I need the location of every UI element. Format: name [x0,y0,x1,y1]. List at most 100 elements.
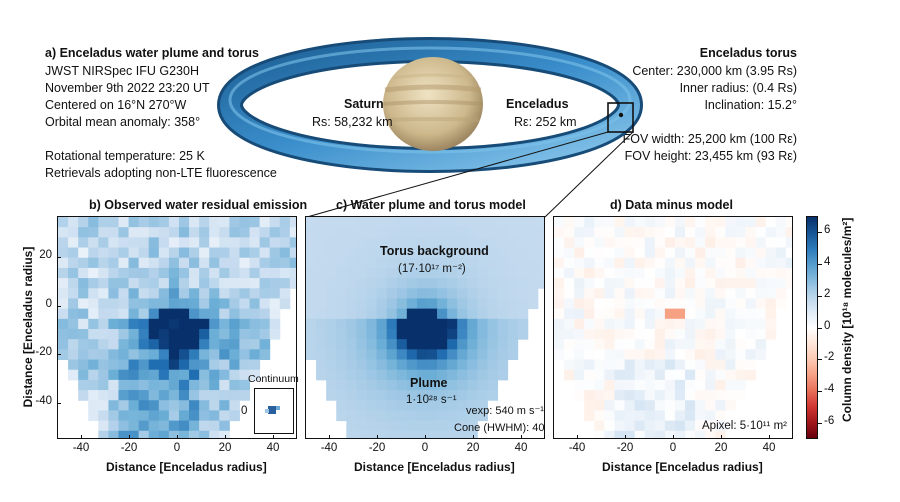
heatmap-cell [78,349,89,361]
heatmap-cell [604,420,615,432]
heatmap-cell [554,278,565,289]
heatmap-cell [527,247,539,259]
heatmap-cell [457,328,468,340]
enceladus-name: Enceladus [506,97,569,111]
heatmap-cell [289,257,296,269]
heatmap-cell [148,237,160,249]
heatmap-cell [604,379,615,391]
heatmap-cell [715,430,726,438]
heatmap-cell [386,308,398,320]
heatmap-cell [366,308,378,320]
heatmap-cell [269,267,281,279]
heatmap-cell [517,247,529,259]
saturn-radius: Rs: 58,232 km [312,115,393,129]
heatmap-cell [416,420,428,432]
heatmap-cell [158,318,170,330]
heatmap-cell [715,349,726,361]
heatmap-cell [527,298,539,310]
heatmap-cell [644,379,656,391]
heatmap-cell [705,369,716,381]
heatmap-cell [219,237,230,249]
heatmap-cell [416,227,428,238]
heatmap-cell [158,278,170,289]
heatmap-cell [634,278,646,289]
heatmap-cell [735,349,747,361]
heatmap-cell [269,278,281,289]
heatmap-cell [594,237,605,249]
heatmap-cell [376,359,388,371]
heatmap-cell [78,379,89,391]
heatmap-cell [604,318,615,330]
heatmap-cell [239,288,251,299]
heatmap-cell [584,217,595,228]
heatmap-cell [487,349,499,361]
heatmap-cell [715,278,726,289]
heatmap-cell [229,217,240,228]
heatmap-cell [366,400,378,411]
heatmap-cell [58,288,69,299]
heatmap-cell [725,267,736,279]
heatmap-cell [664,308,676,320]
heatmap-cell [574,339,585,350]
heatmap-cell [574,379,585,391]
heatmap-cell [269,328,281,340]
heatmap-cell [624,318,636,330]
heatmap-cell [118,227,130,238]
heatmap-cell [386,227,398,238]
heatmap-cell [654,288,666,299]
heatmap-cell [644,237,656,249]
heatmap-cell [259,267,271,279]
heatmap-cell [785,237,792,249]
heatmap-cell [88,318,99,330]
heatmap-cell [634,237,646,249]
colorbar-tick-mark [818,327,822,329]
heatmap-cell [664,237,676,249]
heatmap-cell [487,339,499,350]
heatmap-cell [477,278,488,289]
heatmap-cell [306,257,317,269]
heatmap-cell [715,400,726,411]
heatmap-cell [138,359,150,371]
heatmap-cell [78,339,89,350]
heatmap-cell [765,237,777,249]
heatmap-cell [386,400,398,411]
heatmap-cell [68,308,79,320]
heatmap-cell [406,359,418,371]
heatmap-cell [78,390,89,401]
heatmap-cell [239,247,251,259]
heatmap-cell [634,379,646,391]
heatmap-cell [594,430,605,438]
heatmap-cell [705,410,716,422]
heatmap-cell [346,227,357,238]
heatmap-cell [128,349,140,361]
heatmap-cell [705,267,716,279]
heatmap-cell [487,328,499,340]
heatmap-cell [189,349,200,361]
heatmap-cell [199,400,210,411]
heatmap-cell [128,288,140,299]
heatmap-cell [654,400,666,411]
heatmap-cell [279,288,291,299]
heatmap-cell [108,267,119,279]
heatmap-cell [336,400,347,411]
heatmap-cell [108,247,119,259]
heatmap-cell [376,430,388,438]
heatmap-cell [695,400,706,411]
heatmap-cell [158,349,170,361]
heatmap-cell [765,267,777,279]
heatmap-cell [507,308,519,320]
heatmap-cell [457,288,468,299]
heatmap-cell [189,308,200,320]
heatmap-cell [336,298,347,310]
heatmap-cell [78,217,89,228]
heatmap-cell [447,379,458,391]
heatmap-cell [715,227,726,238]
heatmap-cell [574,390,585,401]
heatmap-cell [316,339,327,350]
heatmap-cell [785,257,792,269]
heatmap-cell [386,339,398,350]
heatmap-cell [554,217,565,228]
heatmap-cell [564,247,575,259]
heatmap-cell [118,410,130,422]
